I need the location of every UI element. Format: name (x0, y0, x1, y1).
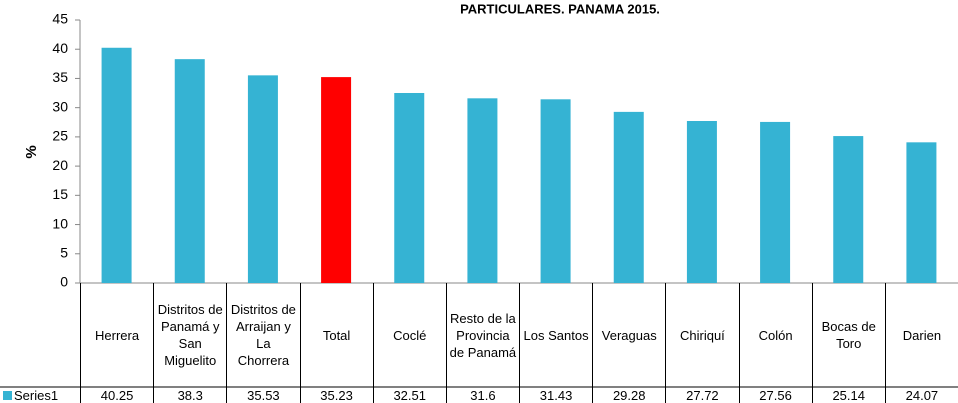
bar (686, 120, 717, 283)
y-axis-label: % (23, 145, 40, 158)
y-tick-label: 35 (52, 69, 68, 85)
category-cell: Herrera (80, 283, 153, 387)
category-cell: Distritos de Panamá y San Miguelito (153, 283, 226, 387)
value-cell: 31.43 (519, 387, 592, 403)
value-cell: 35.53 (226, 387, 299, 403)
category-cell: Total (299, 283, 373, 387)
y-tick-label: 0 (60, 274, 68, 290)
bar (174, 59, 205, 283)
value-cell: 29.28 (592, 387, 665, 403)
bar (833, 136, 864, 283)
category-cell: Distritos de Arraijan y La Chorrera (226, 283, 299, 387)
chart-title: PARTICULARES. PANAMA 2015. (460, 1, 660, 16)
category-cell: Resto de la Provincia de Panamá (445, 283, 519, 387)
value-cell: 31.6 (445, 387, 519, 403)
value-cell: 40.25 (80, 387, 153, 403)
category-cell: Coclé (372, 283, 446, 387)
bar (613, 111, 644, 283)
value-cell: 35.23 (299, 387, 373, 403)
category-cell: Chiriquí (665, 283, 738, 387)
category-cell: Colón (738, 283, 812, 387)
y-tick-label: 40 (52, 40, 68, 56)
category-cell: Los Santos (519, 283, 592, 387)
category-cell: Veraguas (592, 283, 665, 387)
legend-label: Series1 (14, 387, 59, 403)
y-tick-label: 10 (52, 215, 68, 231)
y-tick-label: 45 (52, 11, 68, 27)
bar (394, 92, 425, 284)
category-cell: Darien (884, 283, 958, 387)
y-tick-label: 20 (52, 157, 68, 173)
y-tick-label: 5 (60, 244, 68, 260)
bar (540, 99, 571, 283)
value-cell: 24.07 (884, 387, 958, 403)
value-cell: 32.51 (372, 387, 446, 403)
bar (101, 47, 132, 284)
value-cell: 38.3 (153, 387, 226, 403)
y-tick-label: 25 (52, 128, 68, 144)
value-cell: 25.14 (811, 387, 885, 403)
bar (906, 142, 937, 283)
bar (467, 98, 498, 283)
legend-swatch (3, 390, 12, 400)
bar (760, 121, 791, 283)
value-cell: 27.72 (665, 387, 738, 403)
bar (247, 75, 278, 283)
bar (321, 77, 352, 283)
legend-cell: Series1 (0, 387, 80, 403)
category-cell: Bocas de Toro (811, 283, 885, 387)
value-cell: 27.56 (738, 387, 812, 403)
y-tick-label: 30 (52, 98, 68, 114)
y-tick-label: 15 (52, 186, 68, 202)
